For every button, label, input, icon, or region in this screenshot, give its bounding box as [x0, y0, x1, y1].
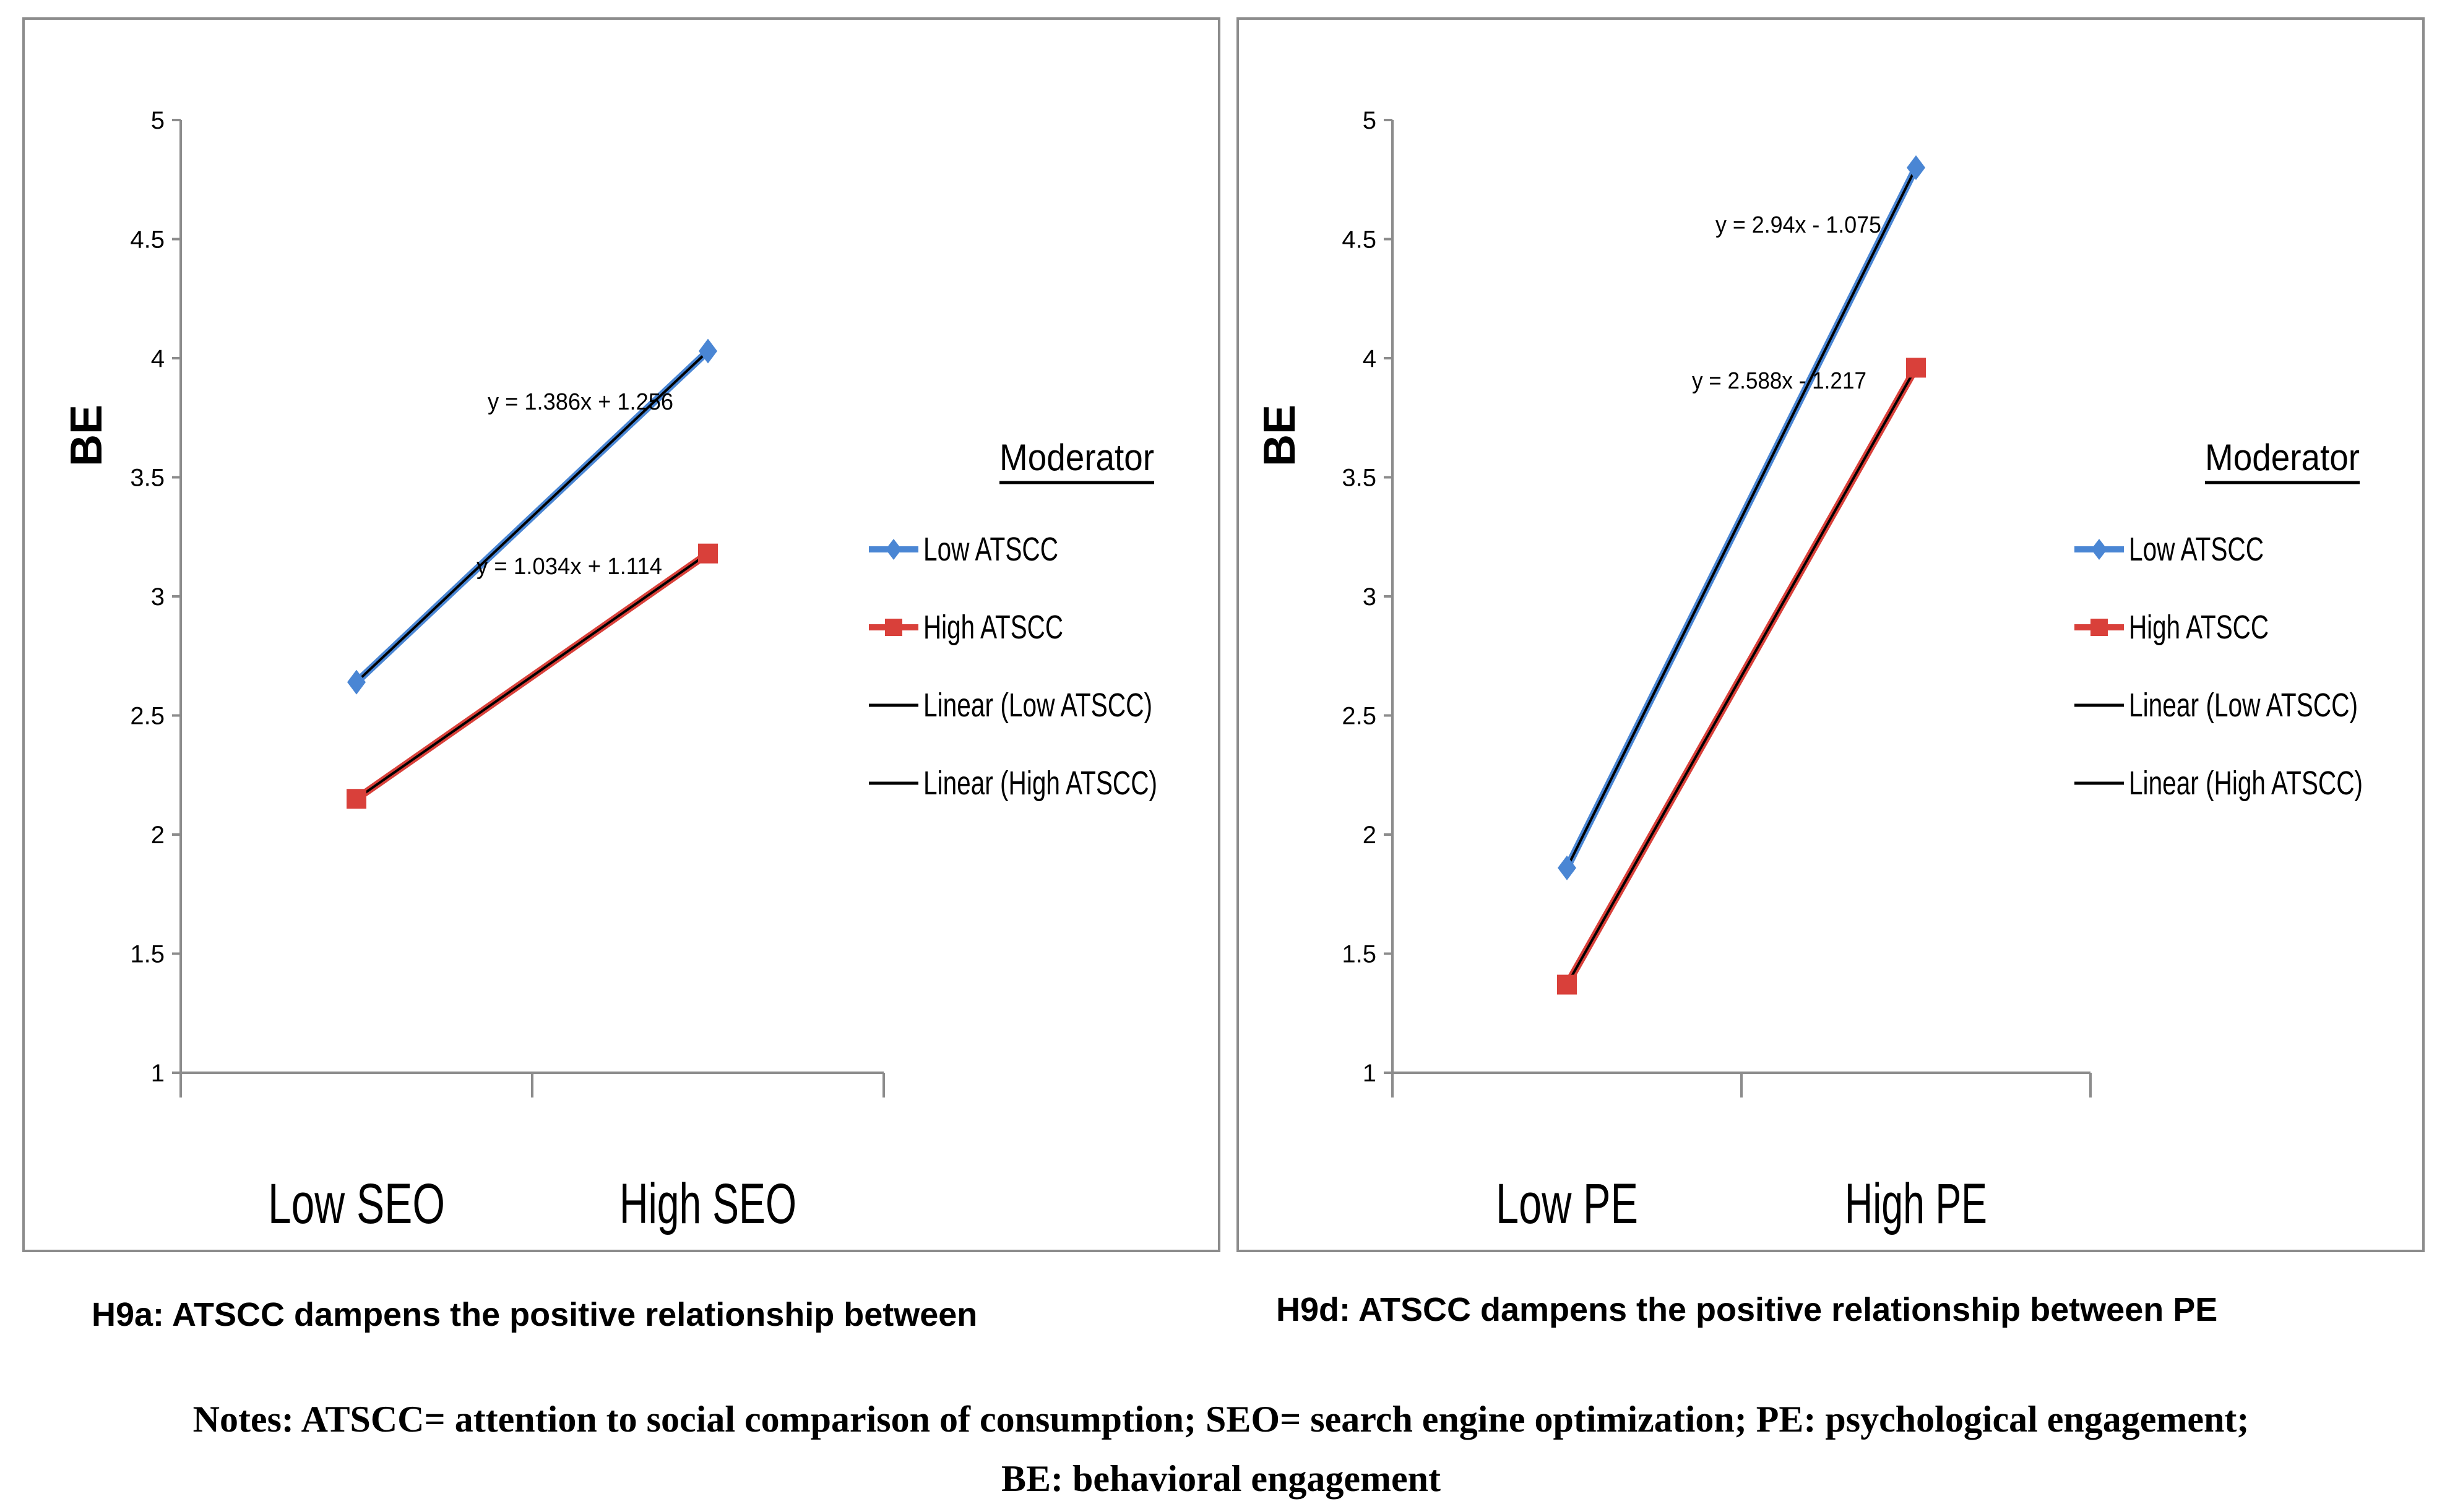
legend-swatch-square: [2090, 619, 2108, 636]
y-axis-label: BE: [62, 405, 111, 466]
y-axis-label: BE: [1255, 405, 1305, 466]
legend-item-label: Linear (Low ATSCC): [923, 687, 1152, 724]
y-tick-label: 1.5: [130, 941, 165, 968]
caption-h9a: H9a: ATSCC dampens the positive relation…: [92, 1296, 978, 1333]
data-point-diamond: [347, 669, 366, 695]
trendline-equation: y = 1.386x + 1.256: [488, 389, 673, 415]
data-point-square: [698, 543, 718, 564]
trendline: [355, 552, 709, 800]
data-point-square: [1906, 358, 1926, 378]
y-tick-label: 2.5: [130, 703, 165, 730]
y-tick-label: 3.5: [1342, 465, 1376, 492]
x-category-label: Low PE: [1496, 1172, 1638, 1235]
chart-h9d: 1 1.5 2 2.5 3 3.5 4 4.5 5 Low PE High PE BE y = 2.94…: [1255, 107, 2363, 1235]
data-point-diamond: [1558, 855, 1576, 880]
y-tick-label: 4: [1363, 345, 1376, 372]
data-point-diamond: [1907, 155, 1925, 180]
x-category-label: High PE: [1845, 1172, 1987, 1235]
x-category-label: High SEO: [619, 1172, 796, 1235]
y-tick-label: 3.5: [130, 465, 165, 492]
y-tick-label: 4: [151, 345, 165, 372]
y-tick-label: 2.5: [1342, 703, 1376, 730]
legend-item-label: Low ATSCC: [923, 531, 1058, 568]
legend-item-label: High ATSCC: [2129, 609, 2269, 646]
y-tick-label: 2: [1363, 822, 1376, 849]
trendline-equation: y = 1.034x + 1.114: [477, 554, 662, 580]
legend-swatch-diamond: [2091, 539, 2107, 560]
caption-h9d: H9d: ATSCC dampens the positive relation…: [1276, 1291, 2218, 1328]
legend-item-label: Low ATSCC: [2129, 531, 2264, 568]
data-point-diamond: [699, 338, 717, 364]
y-tick-label: 4.5: [1342, 226, 1376, 254]
legend-item-label: Linear (High ATSCC): [923, 765, 1157, 802]
y-tick-label: 3: [1363, 583, 1376, 611]
trendline-equation: y = 2.588x - 1.217: [1692, 368, 1866, 394]
data-point-square: [347, 789, 366, 809]
legend-item-label: High ATSCC: [923, 609, 1063, 646]
y-tick-label: 2: [151, 822, 165, 849]
y-tick-label: 4.5: [130, 226, 165, 254]
notes-line-1: Notes: ATSCC= attention to social compar…: [192, 1399, 2250, 1440]
y-tick-label: 5: [1363, 107, 1376, 134]
chart-frame-right: 1 1.5 2 2.5 3 3.5 4 4.5 5 Low PE High PE BE y = 2.94…: [1236, 17, 2425, 1252]
y-tick-label: 5: [151, 107, 165, 134]
y-tick-label: 1: [151, 1060, 165, 1087]
trendline: [355, 350, 709, 684]
y-tick-label: 1: [1363, 1060, 1376, 1087]
legend-item-label: Linear (High ATSCC): [2129, 765, 2363, 802]
legend-title: Moderator: [999, 437, 1154, 478]
legend-swatch-diamond: [886, 539, 902, 560]
trendline: [1566, 367, 1917, 986]
legend-title: Moderator: [2205, 437, 2360, 478]
chart-frame-left: 1 1.5 2 2.5 3 3.5 4 4.5 5 Low SEO High SEO BE y = 1.…: [22, 17, 1220, 1252]
y-tick-label: 1.5: [1342, 941, 1376, 968]
y-tick-label: 3: [151, 583, 165, 611]
x-category-label: Low SEO: [268, 1172, 445, 1235]
legend-swatch-square: [885, 619, 902, 636]
chart-h9a: 1 1.5 2 2.5 3 3.5 4 4.5 5 Low SEO High SEO BE y = 1.…: [62, 107, 1157, 1235]
data-point-square: [1557, 974, 1577, 995]
notes-line-2: BE: behavioral engagement: [1001, 1458, 1441, 1499]
trendline: [1566, 167, 1917, 869]
trendline-equation: y = 2.94x - 1.075: [1715, 212, 1881, 238]
legend-item-label: Linear (Low ATSCC): [2129, 687, 2358, 724]
